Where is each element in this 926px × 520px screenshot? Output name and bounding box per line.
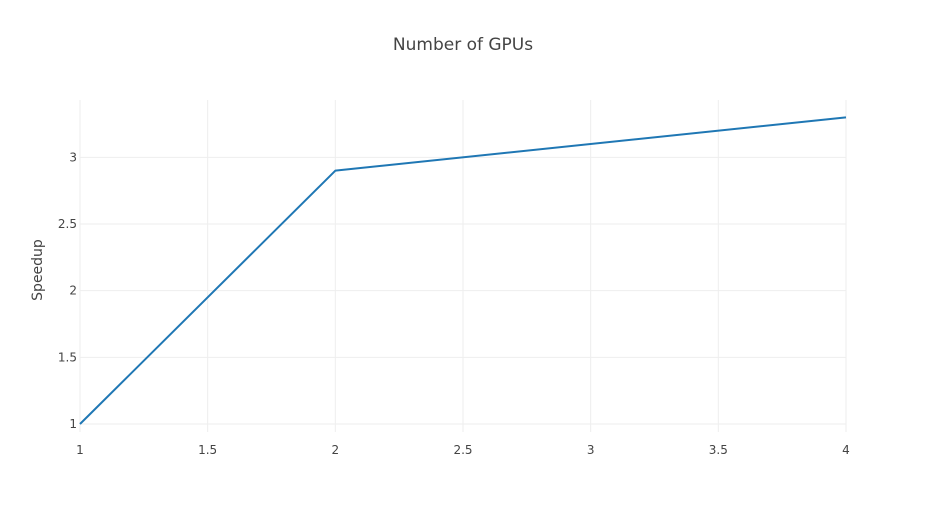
x-tick-label: 2	[332, 443, 340, 457]
x-tick-label: 1.5	[198, 443, 217, 457]
x-gridlines	[79, 100, 847, 432]
y-tick-label: 2.5	[58, 217, 77, 231]
y-tick-label: 3	[69, 150, 77, 164]
chart-title: Number of GPUs	[393, 35, 533, 55]
x-tick-label: 3.5	[709, 443, 728, 457]
y-axis-label: Speedup	[30, 239, 46, 301]
x-axis-ticks: 1 1.5 2 2.5 3 3.5 4	[76, 443, 850, 457]
y-tick-label: 1	[69, 417, 77, 431]
series-layer	[79, 116, 847, 425]
y-tick-label: 1.5	[58, 350, 77, 364]
series-line-0	[79, 116, 847, 425]
y-gridlines	[80, 156, 846, 425]
x-tick-label: 1	[76, 443, 84, 457]
y-tick-label: 2	[69, 284, 77, 298]
y-axis-ticks: 1 1.5 2 2.5 3	[58, 150, 77, 431]
x-tick-label: 4	[842, 443, 850, 457]
x-tick-label: 3	[587, 443, 595, 457]
x-tick-label: 2.5	[453, 443, 472, 457]
